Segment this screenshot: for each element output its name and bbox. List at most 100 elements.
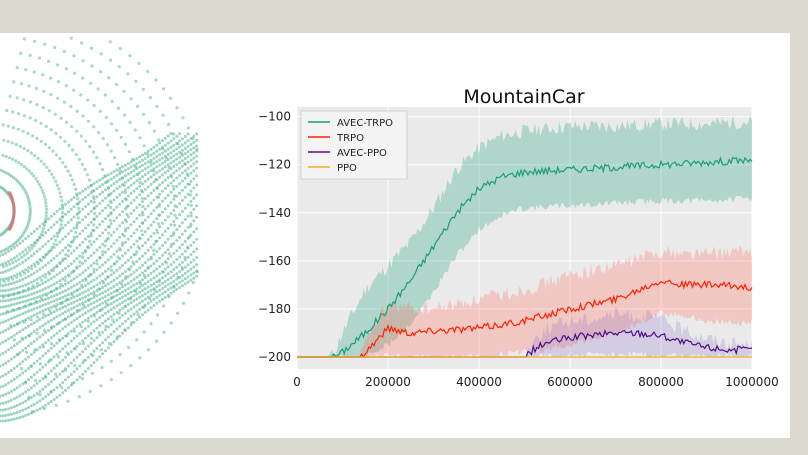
trajectory-dot bbox=[135, 310, 139, 314]
trajectory-dot bbox=[44, 201, 48, 205]
trajectory-dot bbox=[169, 281, 173, 285]
trajectory-dot bbox=[59, 195, 63, 199]
trajectory-dot bbox=[161, 210, 164, 214]
trajectory-dot bbox=[112, 271, 116, 275]
trajectory-dot bbox=[104, 217, 107, 221]
trajectory-dot bbox=[12, 246, 16, 249]
trajectory-dot bbox=[35, 306, 39, 310]
trajectory-dot bbox=[132, 283, 136, 287]
trajectory-dot bbox=[118, 302, 122, 306]
trajectory-dot bbox=[7, 298, 11, 302]
x-tick-label: 600000 bbox=[547, 375, 593, 389]
trajectory-dot bbox=[30, 246, 34, 250]
trajectory-dot bbox=[55, 298, 59, 302]
trajectory-dot bbox=[161, 189, 164, 193]
trajectory-dot bbox=[25, 224, 29, 228]
trajectory-dot bbox=[172, 220, 176, 223]
x-tick-label: 200000 bbox=[365, 375, 411, 389]
trajectory-dot bbox=[135, 282, 139, 285]
trajectory-dot bbox=[192, 186, 196, 190]
trajectory-dot bbox=[123, 218, 127, 222]
trajectory-dot bbox=[44, 214, 48, 218]
trajectory-dot bbox=[90, 371, 94, 375]
trajectory-dot bbox=[44, 242, 48, 246]
trajectory-dot bbox=[1, 294, 5, 298]
trajectory-dot bbox=[92, 267, 96, 271]
y-tick-label: −160 bbox=[258, 254, 291, 268]
trajectory-dot bbox=[104, 175, 107, 179]
trajectory-dot bbox=[118, 224, 122, 228]
trajectory-dot bbox=[101, 242, 105, 246]
trajectory-dot bbox=[101, 190, 105, 194]
trajectory-dot bbox=[1, 374, 5, 378]
trajectory-dot bbox=[186, 246, 190, 250]
trajectory-dot bbox=[115, 318, 119, 322]
trajectory-dot bbox=[95, 204, 99, 208]
trajectory-dot bbox=[55, 220, 59, 224]
trajectory-dot bbox=[0, 402, 2, 406]
trajectory-dot bbox=[1, 401, 5, 405]
trajectory-dot bbox=[149, 245, 153, 249]
trajectory-dot bbox=[149, 163, 153, 167]
trajectory-dot bbox=[121, 285, 124, 289]
trajectory-dot bbox=[132, 312, 136, 316]
trajectory-dot bbox=[143, 251, 147, 255]
trajectory-dot bbox=[92, 290, 96, 294]
trajectory-dot bbox=[12, 338, 16, 342]
trajectory-dot bbox=[95, 304, 99, 308]
trajectory-dot bbox=[28, 249, 32, 253]
trajectory-dot bbox=[104, 196, 107, 200]
trajectory-dot bbox=[115, 268, 119, 272]
trajectory-dot bbox=[97, 330, 101, 335]
trajectory-dot bbox=[41, 73, 45, 77]
trajectory-dot bbox=[72, 205, 76, 209]
trajectory-dot bbox=[32, 174, 36, 178]
trajectory-dot bbox=[121, 241, 125, 245]
trajectory-dot bbox=[163, 171, 167, 175]
trajectory-dot bbox=[101, 199, 105, 203]
trajectory-dot bbox=[115, 195, 119, 199]
avec-trpo-line bbox=[297, 156, 753, 358]
trajectory-dot bbox=[106, 267, 110, 271]
trajectory-dot bbox=[39, 139, 43, 143]
trajectory-dot bbox=[118, 292, 122, 296]
trajectory-dot bbox=[44, 403, 48, 407]
trajectory-dot bbox=[47, 382, 50, 386]
trajectory-dot bbox=[7, 348, 11, 352]
trajectory-dot bbox=[44, 204, 48, 208]
trajectory-dot bbox=[27, 309, 30, 313]
trajectory-dot bbox=[103, 93, 107, 97]
trajectory-dot bbox=[129, 307, 133, 311]
trajectory-dot bbox=[84, 336, 87, 340]
trajectory-dot bbox=[141, 263, 144, 267]
trajectory-dot bbox=[41, 226, 46, 230]
trajectory-dot bbox=[28, 53, 32, 57]
trajectory-dot bbox=[132, 163, 136, 167]
trajectory-dot bbox=[126, 172, 130, 176]
trajectory-dot bbox=[81, 329, 85, 333]
trajectory-dot bbox=[35, 136, 39, 141]
trajectory-dot bbox=[21, 338, 25, 342]
trajectory-dot bbox=[54, 131, 58, 135]
trajectory-dot bbox=[21, 348, 25, 352]
trajectory-dot bbox=[81, 218, 85, 222]
trajectory-dot bbox=[44, 219, 48, 223]
trajectory-dot bbox=[141, 190, 144, 194]
trajectory-dot bbox=[149, 299, 153, 303]
trajectory-dot bbox=[126, 309, 130, 313]
trajectory-dot bbox=[109, 302, 113, 306]
trajectory-dot bbox=[1, 270, 5, 274]
trajectory-dot bbox=[104, 338, 107, 342]
trpo-line bbox=[297, 279, 753, 359]
trajectory-dot bbox=[175, 163, 179, 166]
trajectory-dot bbox=[32, 394, 36, 398]
trajectory-dot bbox=[38, 311, 42, 314]
trajectory-dot bbox=[81, 207, 85, 211]
trajectory-dot bbox=[66, 169, 70, 173]
trajectory-dot bbox=[49, 390, 53, 394]
series-lines bbox=[297, 156, 753, 359]
trajectory-dot bbox=[37, 182, 42, 186]
trajectory-dot bbox=[118, 193, 122, 197]
trajectory-dot bbox=[61, 327, 65, 331]
trajectory-dot bbox=[149, 147, 153, 151]
